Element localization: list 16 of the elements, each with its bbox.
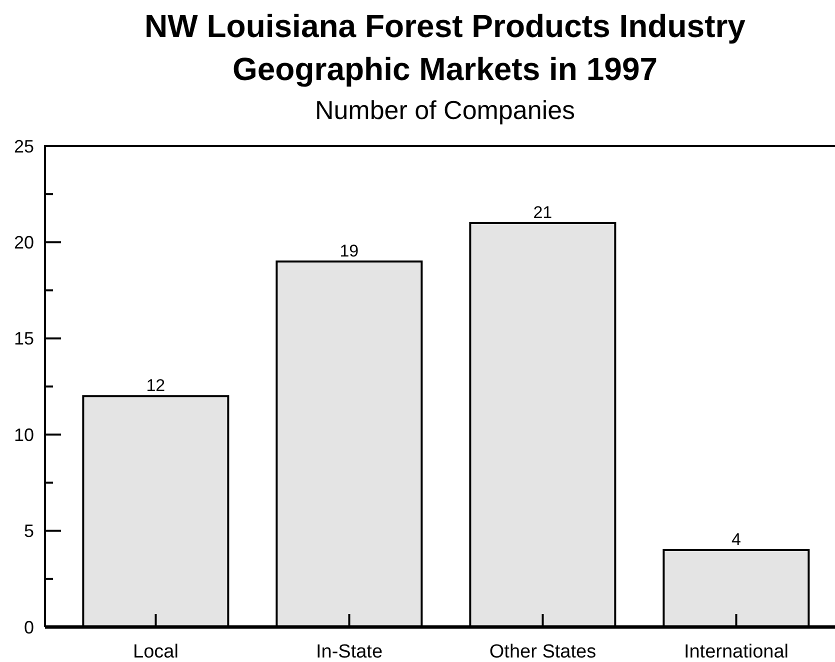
- x-tick-label: International: [684, 642, 789, 662]
- x-tick-label: Other States: [489, 642, 596, 662]
- x-tick-label: Local: [133, 642, 178, 662]
- chart-title: NW Louisiana Forest Products Industry Geographic Markets in 1997: [144, 7, 746, 89]
- y-tick-label: 20: [14, 232, 34, 252]
- y-tick-label: 0: [24, 617, 34, 638]
- chart-subtitle: Number of Companies: [314, 95, 576, 125]
- data-label: 19: [340, 241, 359, 260]
- y-tick-label: 10: [14, 424, 34, 445]
- y-tick-label: 15: [14, 328, 34, 349]
- y-tick-label: 25: [14, 136, 34, 156]
- data-label: 21: [533, 202, 552, 222]
- y-tick-label: 5: [24, 521, 34, 542]
- data-label: 12: [146, 376, 166, 396]
- x-tick-label: In-State: [316, 642, 383, 662]
- data-label: 4: [731, 530, 741, 550]
